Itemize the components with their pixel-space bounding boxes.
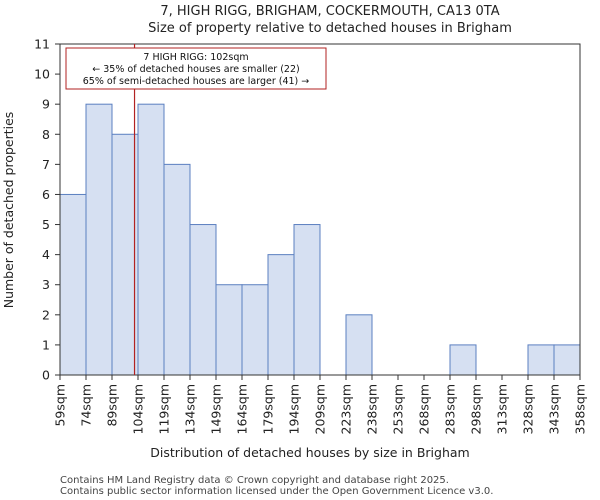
bar-179sqm xyxy=(267,254,295,376)
x-tick-label: 179sqm xyxy=(261,384,276,434)
bar-149sqm xyxy=(215,284,243,376)
bar-328sqm xyxy=(527,344,555,376)
bars-group xyxy=(59,103,581,376)
bar-59sqm xyxy=(59,193,87,376)
footer-line-1: Contains HM Land Registry data © Crown c… xyxy=(60,475,449,486)
bar-74sqm xyxy=(85,103,113,376)
footer-line-2: Contains public sector information licen… xyxy=(60,486,493,497)
chart-title: 7, HIGH RIGG, BRIGHAM, COCKERMOUTH, CA13… xyxy=(160,4,499,19)
annotation-box xyxy=(65,47,327,90)
annotation-line-1: 7 HIGH RIGG: 102sqm xyxy=(143,52,248,63)
annotation-line-3: 65% of semi-detached houses are larger (… xyxy=(83,76,310,87)
bar-283sqm xyxy=(449,344,477,376)
y-axis-ticks: 0 1 2 3 4 5 6 7 8 9 10 11 xyxy=(34,37,60,383)
bar-194sqm xyxy=(293,224,321,376)
y-tick-label: 1 xyxy=(42,337,50,352)
bar-343sqm xyxy=(553,344,581,376)
bar-89sqm xyxy=(111,133,139,376)
y-tick-label: 6 xyxy=(42,187,50,202)
x-tick-label: 104sqm xyxy=(131,384,146,434)
plot-frame xyxy=(59,43,581,376)
y-axis-label: Number of detached properties xyxy=(1,112,16,309)
x-tick-label: 298sqm xyxy=(469,384,484,434)
x-tick-label: 283sqm xyxy=(443,384,458,434)
bar-104sqm xyxy=(137,103,165,376)
bar-223sqm xyxy=(345,314,373,376)
y-tick-label: 0 xyxy=(42,368,50,383)
y-tick-label: 3 xyxy=(42,277,50,292)
y-tick-label: 11 xyxy=(34,37,50,52)
x-tick-label: 328sqm xyxy=(521,384,536,434)
x-tick-label: 209sqm xyxy=(313,384,328,434)
bar-119sqm xyxy=(163,163,191,376)
x-tick-label: 313sqm xyxy=(495,384,510,434)
x-tick-label: 194sqm xyxy=(287,384,302,434)
bar-164sqm xyxy=(241,284,269,376)
property-marker: 7 HIGH RIGG: 102sqm ← 35% of detached ho… xyxy=(65,44,327,375)
y-tick-label: 10 xyxy=(34,67,50,82)
x-tick-label: 89sqm xyxy=(105,384,120,427)
y-tick-label: 2 xyxy=(42,307,50,322)
x-axis-ticks: 59sqm 74sqm 89sqm 104sqm 119sqm 134sqm 149sqm 1… xyxy=(53,375,588,434)
y-tick-label: 4 xyxy=(42,247,50,262)
x-tick-label: 223sqm xyxy=(339,384,354,434)
x-tick-label: 134sqm xyxy=(183,384,198,434)
x-tick-label: 238sqm xyxy=(365,384,380,434)
bar-134sqm xyxy=(189,224,217,376)
x-tick-label: 358sqm xyxy=(573,384,588,434)
y-tick-label: 9 xyxy=(42,97,50,112)
chart-subtitle: Size of property relative to detached ho… xyxy=(148,21,512,36)
x-tick-label: 74sqm xyxy=(79,384,94,427)
x-tick-label: 253sqm xyxy=(391,384,406,434)
x-axis-label: Distribution of detached houses by size … xyxy=(150,445,469,460)
x-tick-label: 268sqm xyxy=(417,384,432,434)
x-tick-label: 59sqm xyxy=(53,384,68,427)
x-tick-label: 164sqm xyxy=(235,384,250,434)
x-tick-label: 149sqm xyxy=(209,384,224,434)
y-tick-label: 5 xyxy=(42,217,50,232)
y-tick-label: 8 xyxy=(42,127,50,142)
y-tick-label: 7 xyxy=(42,157,50,172)
annotation-line-2: ← 35% of detached houses are smaller (22… xyxy=(92,64,299,75)
x-tick-label: 343sqm xyxy=(547,384,562,434)
x-tick-label: 119sqm xyxy=(157,384,172,434)
